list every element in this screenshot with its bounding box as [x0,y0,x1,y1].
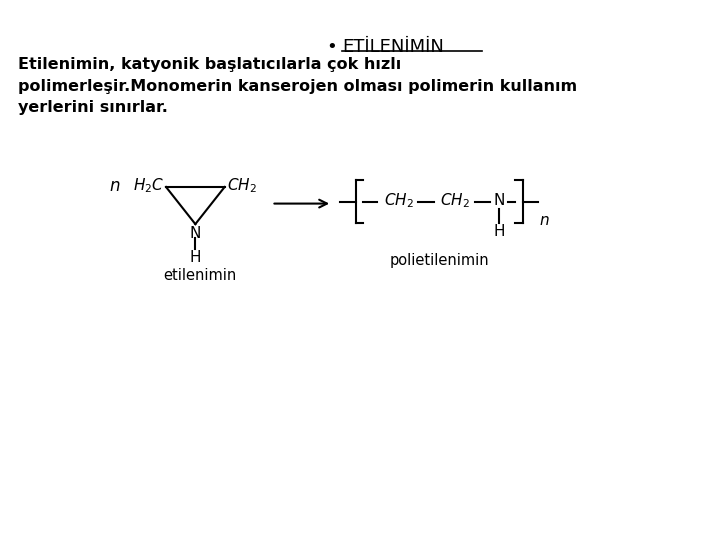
Text: $n$: $n$ [539,213,550,228]
Text: etilenimin: etilenimin [163,268,237,283]
Text: $H_2C$: $H_2C$ [132,177,164,195]
Text: N: N [189,226,201,241]
Text: N: N [493,193,505,208]
Text: $n$: $n$ [109,177,121,195]
Text: $CH_2$: $CH_2$ [227,177,256,195]
Text: Etilenimin, katyonik başlatıcılarla çok hızlı
polimerleşir.Monomerin kanserojen : Etilenimin, katyonik başlatıcılarla çok … [17,57,577,115]
Text: ETİLENİMİN: ETİLENİMİN [342,38,444,56]
Text: $CH_2$: $CH_2$ [384,191,413,210]
Text: $CH_2$: $CH_2$ [440,191,470,210]
Text: •: • [326,38,337,56]
Text: H: H [493,224,505,239]
Text: polietilenimin: polietilenimin [390,253,489,268]
Text: H: H [189,251,201,266]
